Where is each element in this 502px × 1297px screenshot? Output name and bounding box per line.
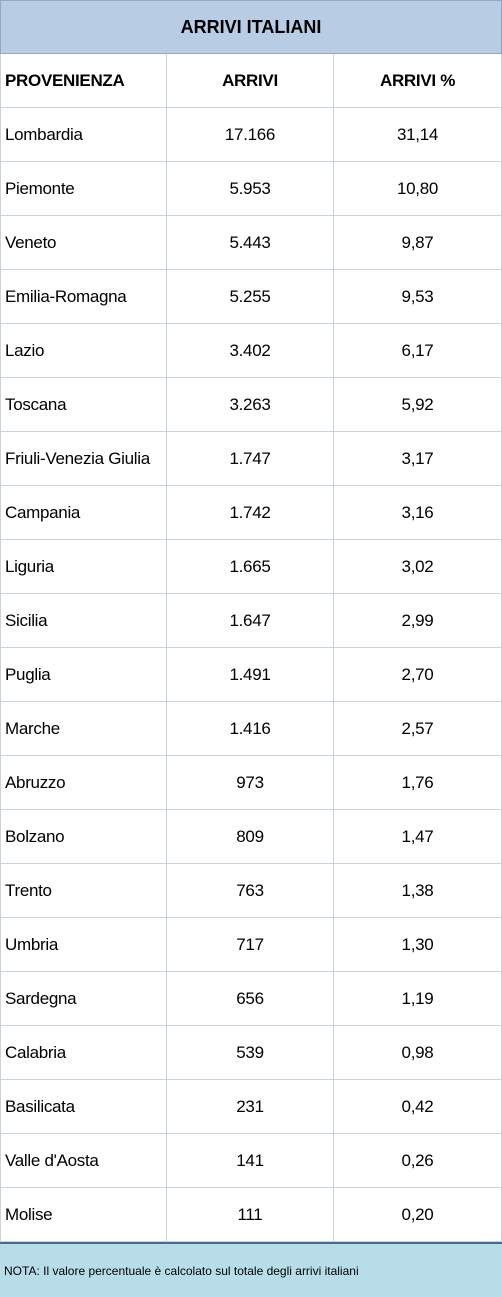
table-cell: 5,92 <box>334 378 502 432</box>
table-cell: 717 <box>167 918 334 972</box>
table-cell: 1.647 <box>167 594 334 648</box>
table-cell: 3,02 <box>334 540 502 594</box>
table-cell: Toscana <box>0 378 167 432</box>
table-cell: 31,14 <box>334 108 502 162</box>
header-cell: ARRIVI % <box>334 54 502 108</box>
table-cell: 2,70 <box>334 648 502 702</box>
table-cell: Calabria <box>0 1026 167 1080</box>
table-cell: 3.402 <box>167 324 334 378</box>
table-cell: 0,20 <box>334 1188 502 1242</box>
table-cell: 539 <box>167 1026 334 1080</box>
table-cell: 2,99 <box>334 594 502 648</box>
table-cell: 17.166 <box>167 108 334 162</box>
table-cell: Friuli-Venezia Giulia <box>0 432 167 486</box>
table-cell: 1.665 <box>167 540 334 594</box>
table-cell: 1,30 <box>334 918 502 972</box>
table-cell: Sicilia <box>0 594 167 648</box>
table-cell: Puglia <box>0 648 167 702</box>
table-cell: 973 <box>167 756 334 810</box>
table-cell: 5.953 <box>167 162 334 216</box>
table-cell: 9,53 <box>334 270 502 324</box>
table-cell: 9,87 <box>334 216 502 270</box>
table-cell: 1.742 <box>167 486 334 540</box>
table-cell: 5.255 <box>167 270 334 324</box>
header-cell: ARRIVI <box>167 54 334 108</box>
table-cell: 1,38 <box>334 864 502 918</box>
note: NOTA: Il valore percentuale è calcolato … <box>0 1242 502 1297</box>
table-cell: Abruzzo <box>0 756 167 810</box>
table-cell: 809 <box>167 810 334 864</box>
table-cell: Marche <box>0 702 167 756</box>
table-cell: Emilia-Romagna <box>0 270 167 324</box>
table-cell: Campania <box>0 486 167 540</box>
table-cell: 656 <box>167 972 334 1026</box>
table-cell: Sardegna <box>0 972 167 1026</box>
table-cell: Umbria <box>0 918 167 972</box>
table-cell: 1.416 <box>167 702 334 756</box>
table-cell: 763 <box>167 864 334 918</box>
table-cell: Molise <box>0 1188 167 1242</box>
table-cell: 10,80 <box>334 162 502 216</box>
table-cell: Veneto <box>0 216 167 270</box>
table-cell: Piemonte <box>0 162 167 216</box>
table-cell: Trento <box>0 864 167 918</box>
table-cell: 231 <box>167 1080 334 1134</box>
table-cell: 6,17 <box>334 324 502 378</box>
table-cell: 1.491 <box>167 648 334 702</box>
table-cell: Basilicata <box>0 1080 167 1134</box>
table-cell: 3,17 <box>334 432 502 486</box>
table-cell: Lombardia <box>0 108 167 162</box>
table-cell: 0,26 <box>334 1134 502 1188</box>
table-cell: Bolzano <box>0 810 167 864</box>
table-cell: 3.263 <box>167 378 334 432</box>
table-cell: 1,76 <box>334 756 502 810</box>
table-cell: 0,98 <box>334 1026 502 1080</box>
table-cell: 3,16 <box>334 486 502 540</box>
table-cell: Lazio <box>0 324 167 378</box>
table-cell: 1.747 <box>167 432 334 486</box>
table-title: ARRIVI ITALIANI <box>0 0 502 54</box>
table-cell: 0,42 <box>334 1080 502 1134</box>
table-cell: Liguria <box>0 540 167 594</box>
table-cell: 111 <box>167 1188 334 1242</box>
table-cell: 141 <box>167 1134 334 1188</box>
table-cell: 5.443 <box>167 216 334 270</box>
table-cell: 1,47 <box>334 810 502 864</box>
table-cell: Valle d'Aosta <box>0 1134 167 1188</box>
table-cell: 1,19 <box>334 972 502 1026</box>
table-cell: 2,57 <box>334 702 502 756</box>
header-cell: PROVENIENZA <box>0 54 167 108</box>
